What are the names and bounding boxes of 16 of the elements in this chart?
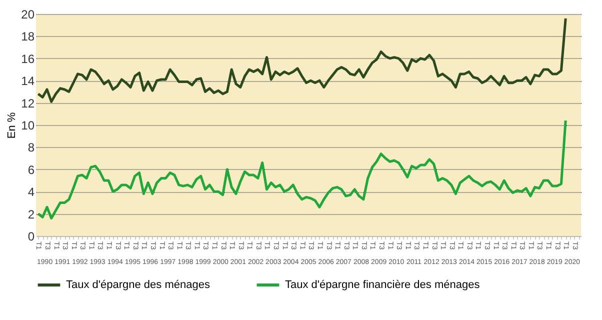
y-axis-title: En % <box>6 112 18 139</box>
y-tick-label: 0 <box>28 230 35 244</box>
legend-label: Taux d'épargne financière des ménages <box>285 279 480 291</box>
y-tick-label: 8 <box>28 140 35 155</box>
line-series <box>36 17 567 103</box>
y-tick-label: 12 <box>21 96 35 110</box>
y-tick-label: 18 <box>21 30 35 44</box>
y-tick-label: 2 <box>28 207 35 222</box>
y-tick-label: 10 <box>21 118 35 132</box>
y-tick-label: 20 <box>21 8 35 22</box>
y-tick-label: 16 <box>21 52 35 66</box>
y-tick-label: 6 <box>28 162 35 177</box>
line-series <box>36 119 567 220</box>
legend-label: Taux d'épargne des ménages <box>66 279 210 291</box>
y-tick-label: 4 <box>28 185 35 200</box>
y-tick-label: 14 <box>21 74 35 88</box>
